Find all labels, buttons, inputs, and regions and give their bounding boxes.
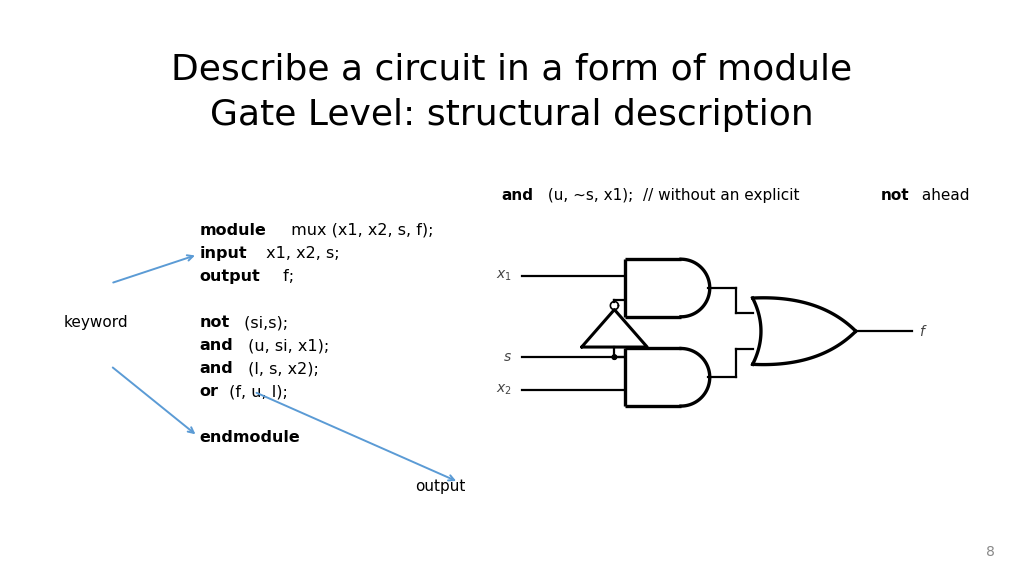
Text: and: and — [502, 188, 534, 203]
Text: (f, u, l);: (f, u, l); — [224, 384, 288, 399]
Text: $x_2$: $x_2$ — [497, 382, 512, 397]
Text: mux (x1, x2, s, f);: mux (x1, x2, s, f); — [286, 223, 433, 238]
Text: or: or — [200, 384, 219, 399]
Text: $x_1$: $x_1$ — [497, 268, 512, 283]
Text: not: not — [200, 315, 230, 330]
Text: input: input — [200, 246, 248, 261]
Text: output: output — [415, 479, 466, 494]
Text: f;: f; — [279, 269, 294, 284]
Text: keyword: keyword — [63, 315, 128, 330]
Text: 8: 8 — [986, 545, 995, 559]
Text: (l, s, x2);: (l, s, x2); — [244, 361, 319, 376]
Text: not: not — [881, 188, 909, 203]
Text: Describe a circuit in a form of module: Describe a circuit in a form of module — [171, 52, 853, 86]
Polygon shape — [612, 355, 616, 359]
Text: and: and — [200, 361, 233, 376]
Text: $f$: $f$ — [920, 324, 928, 339]
Text: (si,s);: (si,s); — [239, 315, 288, 330]
Text: module: module — [200, 223, 266, 238]
Text: x1, x2, s;: x1, x2, s; — [261, 246, 340, 261]
Text: and: and — [200, 338, 233, 353]
Text: endmodule: endmodule — [200, 430, 300, 445]
Text: Gate Level: structural description: Gate Level: structural description — [210, 98, 814, 132]
Text: $s$: $s$ — [503, 350, 512, 364]
Text: (u, ~s, x1);  // without an explicit: (u, ~s, x1); // without an explicit — [543, 188, 805, 203]
Text: (u, si, x1);: (u, si, x1); — [244, 338, 330, 353]
Text: output: output — [200, 269, 260, 284]
Text: ahead: ahead — [918, 188, 970, 203]
